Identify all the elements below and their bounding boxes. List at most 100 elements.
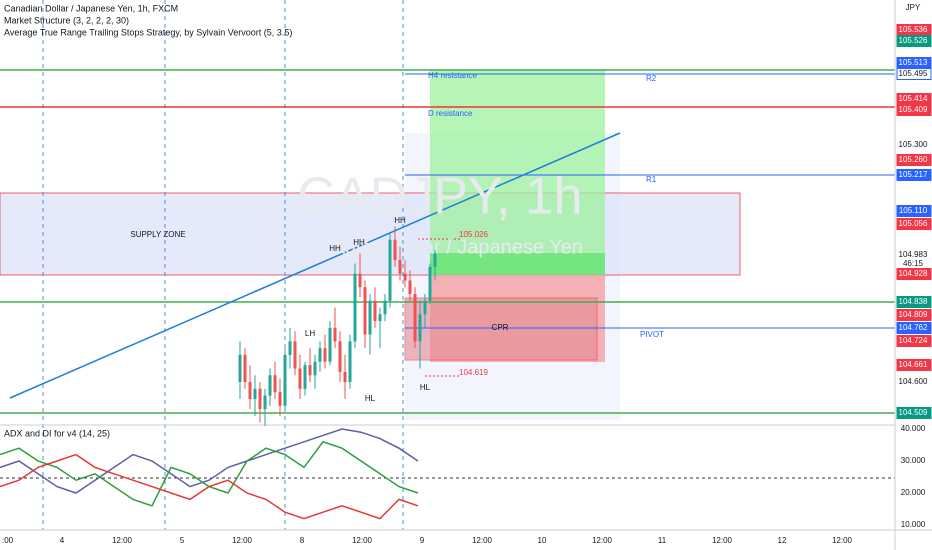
candle-body [283,354,287,406]
price-tag [896,268,932,280]
candle-body [378,314,382,322]
price-tag [896,407,932,419]
time-label: 4 [60,536,65,545]
candle-body [298,368,302,389]
annotation: HL [420,383,431,392]
candle-body [343,371,347,383]
candle-body [363,287,367,335]
annotation: HH [329,244,341,253]
time-label: 12 [778,536,787,545]
candle-body [278,392,282,406]
trend-line [9,132,621,399]
annotation: HH [353,238,365,247]
study-name: Average True Range Trailing Stops Strate… [4,27,292,37]
price-tag [896,104,932,116]
candle-body [288,341,292,355]
annotation: D resistance [428,109,473,118]
candle-body [323,348,327,362]
indicator-title: ADX and DI for v4 (14, 25) [4,428,110,438]
candle-body [258,388,262,410]
candle-body [293,341,297,369]
price-label: 104.509 [899,408,928,417]
price-tag [896,154,932,166]
price-label: 104.928 [899,269,928,278]
candle-body [318,348,322,362]
price-tag [896,296,932,308]
indicator-axis-label: 20.000 [901,488,926,497]
price-label: 105.409 [899,105,928,114]
time-label: 12:00 [592,536,613,545]
time-label: 8 [300,536,305,545]
price-tag [896,35,932,47]
candle-body [303,365,307,389]
annotation: SUPPLY ZONE [130,230,185,239]
candle-body [338,341,342,372]
candle-body [238,354,242,383]
time-label: :00 [2,536,14,545]
price-label: 104.600 [899,377,928,386]
candle-body [433,253,437,267]
price-label: 105.513 [899,58,928,67]
candle-body [358,273,362,288]
time-label: 12:00 [232,536,253,545]
watermark: CADJPY, 1h [297,168,582,226]
price-label: 104.724 [899,336,928,345]
price-label: 105.536 [899,25,928,34]
candle-body [428,266,432,301]
annotation: HL [365,394,376,403]
candle-body [373,300,377,322]
price-label: 105.300 [899,140,928,149]
indicator-line [0,453,419,520]
price-label: 104.762 [899,323,928,332]
price-label: 46:15 [903,259,924,268]
candle-body [308,365,312,376]
candle-body [328,327,332,362]
candle-body [413,293,417,342]
time-label: 12:00 [832,536,853,545]
annotation: HH [394,216,406,225]
indicator-axis-label: 10.000 [901,520,926,529]
candle-body [333,327,337,342]
price-tag [896,169,932,181]
cpr-box [404,297,598,361]
annotation: R2 [646,74,657,83]
price-label: 104.838 [899,297,928,306]
price-label: 105.414 [899,94,928,103]
annotation: H4 resistance [428,71,477,80]
time-label: 9 [420,536,425,545]
study-name: Market Structure (3, 2, 2, 2, 30) [4,15,129,25]
annotation: R1 [646,175,657,184]
candle-body [398,260,402,274]
time-label: 12:00 [472,536,493,545]
indicator-axis-label: 30.000 [901,456,926,465]
candle-body [393,239,397,261]
target-zone-inner [430,253,605,275]
price-tag [896,309,932,321]
annotation: CPR [492,323,509,332]
price-tag [896,205,932,217]
price-tag [896,218,932,230]
candle-body [423,300,427,315]
price-tag [896,68,932,80]
candle-body [418,314,422,342]
annotation: LH [305,329,315,338]
candle-body [353,273,357,342]
price-label: 105.495 [899,69,928,78]
candle-body [403,273,407,281]
candle-body [408,280,412,294]
price-label: 104.983 [899,250,928,259]
price-tag [896,322,932,334]
candle-body [243,354,247,383]
indicator-axis-label: 40.000 [901,424,926,433]
indicator-line [0,428,419,494]
price-label: 105.217 [899,170,928,179]
candle-body [253,388,257,399]
currency-label: JPY [906,3,921,12]
candle-body [248,382,252,399]
candle-body [263,395,267,410]
session-lines [42,0,404,530]
price-tag [896,335,932,347]
candle-body [383,300,387,315]
candle-body [313,361,317,376]
